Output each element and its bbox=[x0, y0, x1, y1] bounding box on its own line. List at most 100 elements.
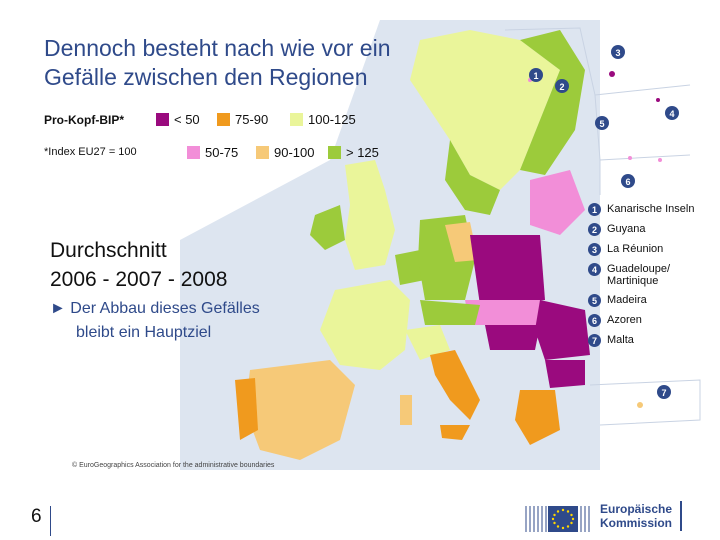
region-baltics bbox=[530, 170, 585, 235]
region-list-item: 4 Guadeloupe/ Martinique bbox=[588, 263, 718, 287]
legend-item-label: 100-125 bbox=[308, 112, 356, 127]
region-label: Guyana bbox=[607, 223, 646, 235]
legend-item-label: > 125 bbox=[346, 145, 379, 160]
inset-marker: 4 bbox=[665, 106, 679, 120]
slide-title: Dennoch besteht nach wie vor ein Gefälle… bbox=[44, 34, 504, 92]
region-label: Kanarische Inseln bbox=[607, 203, 695, 215]
region-number: 5 bbox=[588, 294, 601, 307]
svg-text:6: 6 bbox=[625, 177, 630, 187]
region-scandinavia-north bbox=[410, 30, 560, 190]
legend-item: 90-100 bbox=[256, 145, 314, 160]
inset-marker: 1 bbox=[529, 68, 543, 82]
region-sardinia bbox=[400, 395, 412, 425]
region-list-item: 1 Kanarische Inseln bbox=[588, 203, 718, 216]
legend-item: 100-125 bbox=[290, 112, 356, 127]
region-number: 6 bbox=[588, 314, 601, 327]
region-greece bbox=[515, 390, 560, 445]
ec-line-1: Europäische bbox=[600, 502, 673, 516]
legend-heading: Pro-Kopf-BIP* bbox=[44, 113, 124, 127]
region-austria bbox=[420, 300, 480, 325]
island-dot bbox=[637, 402, 643, 408]
region-bulgaria bbox=[545, 360, 585, 388]
inset-marker: 6 bbox=[621, 174, 635, 188]
svg-text:1: 1 bbox=[533, 71, 538, 81]
region-czech-slovakia bbox=[465, 300, 545, 325]
copyright-note: © EuroGeographics Association for the ad… bbox=[72, 462, 275, 469]
average-line-2: 2006 - 2007 - 2008 bbox=[50, 268, 228, 291]
svg-text:4: 4 bbox=[669, 109, 674, 119]
region-label: Guadeloupe/ Martinique bbox=[607, 263, 670, 287]
average-line-1: Durchschnitt bbox=[50, 239, 167, 262]
region-sweden-south bbox=[445, 140, 500, 215]
svg-text:5: 5 bbox=[599, 119, 604, 129]
legend-swatch bbox=[156, 113, 169, 126]
region-number: 1 bbox=[588, 203, 601, 216]
region-germany-east bbox=[445, 222, 478, 262]
region-ireland bbox=[310, 205, 345, 250]
region-number: 2 bbox=[588, 223, 601, 236]
legend-item-label: 90-100 bbox=[274, 145, 315, 160]
average-text: Durchschnitt 2006 - 2007 - 2008 bbox=[50, 236, 227, 294]
region-label: La Réunion bbox=[607, 243, 664, 255]
legend-item: > 125 bbox=[328, 145, 379, 160]
region-poland bbox=[470, 235, 545, 305]
legend-item-label: 50-75 bbox=[205, 145, 239, 160]
region-hungary bbox=[485, 325, 540, 350]
region-benelux bbox=[395, 250, 425, 285]
title-line-1: Dennoch besteht nach wie vor ein bbox=[44, 35, 391, 61]
region-romania bbox=[535, 300, 590, 360]
outermost-regions-list: 1 Kanarische Inseln 2 Guyana 3 La Réunion 4… bbox=[588, 203, 718, 354]
inset-marker: 7 bbox=[657, 385, 671, 399]
region-list-item: 2 Guyana bbox=[588, 223, 718, 236]
legend-swatch bbox=[187, 146, 200, 159]
inset-frames bbox=[504, 27, 701, 426]
footer-divider bbox=[50, 506, 51, 536]
svg-text:2: 2 bbox=[559, 82, 564, 92]
bullet-line-2: bleibt ein Hauptziel bbox=[76, 324, 212, 341]
legend-swatch bbox=[256, 146, 269, 159]
region-number: 4 bbox=[588, 263, 601, 276]
island-dot bbox=[609, 71, 615, 77]
page-number: 6 bbox=[31, 506, 42, 527]
svg-text:7: 7 bbox=[661, 388, 666, 398]
region-italy-north bbox=[405, 325, 450, 360]
region-italy-south bbox=[430, 350, 480, 420]
legend-item-label: < 50 bbox=[174, 112, 200, 127]
ec-wordmark: Europäische Kommission bbox=[600, 502, 672, 530]
legend-item-label: 75-90 bbox=[235, 112, 269, 127]
region-list-item: 7 Malta bbox=[588, 334, 718, 347]
inset-marker: 3 bbox=[611, 45, 625, 59]
legend-swatch bbox=[328, 146, 341, 159]
ec-line-2: Kommission bbox=[600, 516, 673, 530]
legend-swatch bbox=[290, 113, 303, 126]
region-france bbox=[320, 280, 410, 370]
region-number: 3 bbox=[588, 243, 601, 256]
region-number: 7 bbox=[588, 334, 601, 347]
region-list-item: 5 Madeira bbox=[588, 294, 718, 307]
legend-footnote: *Index EU27 = 100 bbox=[44, 146, 137, 158]
title-line-2: Gefälle zwischen den Regionen bbox=[44, 64, 368, 90]
bullet-line-1: Der Abbau dieses Gefälles bbox=[70, 300, 260, 317]
legend-item: < 50 bbox=[156, 112, 200, 127]
region-list-item: 6 Azoren bbox=[588, 314, 718, 327]
region-spain bbox=[245, 360, 355, 460]
island-dot bbox=[658, 158, 662, 162]
svg-text:3: 3 bbox=[615, 48, 620, 58]
legend-item: 50-75 bbox=[187, 145, 238, 160]
legend-item: 75-90 bbox=[217, 112, 268, 127]
region-finland bbox=[520, 30, 585, 175]
region-label: Madeira bbox=[607, 294, 647, 306]
european-commission-logo: Europäische Kommission bbox=[524, 498, 683, 534]
bullet-marker-icon: ► bbox=[50, 300, 66, 317]
region-sicily bbox=[440, 425, 470, 440]
region-uk bbox=[345, 160, 395, 270]
ec-divider bbox=[680, 501, 683, 531]
region-list-item: 3 La Réunion bbox=[588, 243, 718, 256]
legend-swatch bbox=[217, 113, 230, 126]
region-portugal bbox=[235, 378, 258, 440]
inset-marker: 2 bbox=[555, 79, 569, 93]
region-label: Azoren bbox=[607, 314, 642, 326]
island-dot bbox=[628, 156, 632, 160]
bullet-point: ► Der Abbau dieses Gefälles bleibt ein H… bbox=[50, 297, 330, 345]
